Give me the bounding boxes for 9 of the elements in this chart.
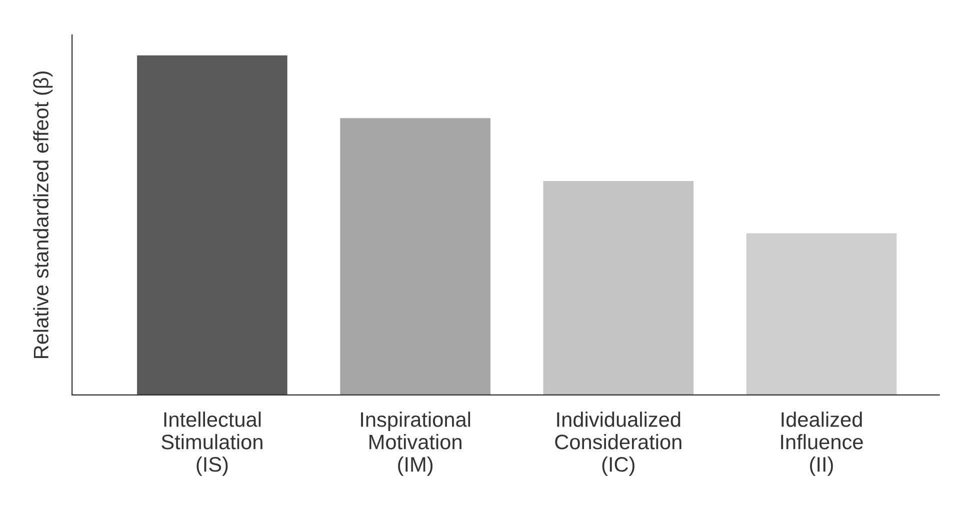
bar (543, 181, 694, 395)
bar (746, 233, 897, 395)
x-tick-label: Inspirational Motivation (IM) (361, 412, 470, 476)
x-tick-label: Individualized Consideration (IC) (555, 412, 682, 476)
y-axis-title: Relative standardized effeot (β) (33, 71, 53, 358)
bar (137, 55, 288, 395)
x-tick-label: Intellectual Stimulation (IS) (162, 412, 262, 476)
bar (340, 118, 490, 395)
x-tick-label: Idealized Influence (II) (781, 412, 863, 476)
